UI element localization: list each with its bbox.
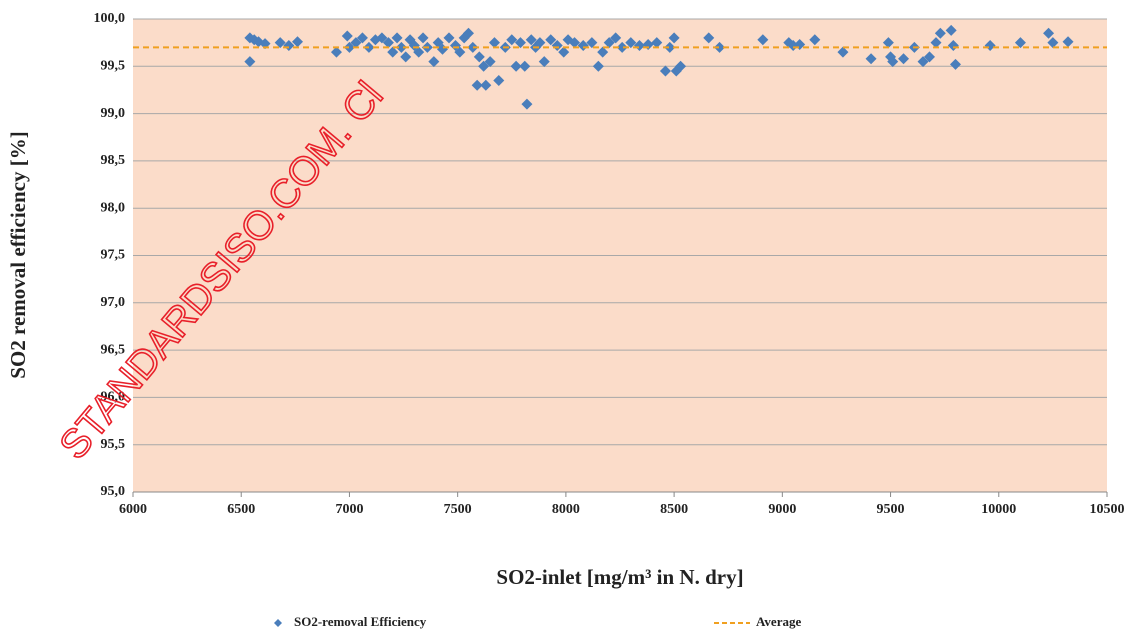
point xyxy=(519,60,531,72)
point xyxy=(473,51,485,63)
point xyxy=(616,41,628,53)
point xyxy=(488,37,500,49)
point xyxy=(924,51,936,63)
legend-label: SO2-removal Efficiency xyxy=(294,614,427,629)
point xyxy=(387,46,399,58)
point xyxy=(428,56,440,68)
point xyxy=(467,41,479,53)
y-tick-label: 96,5 xyxy=(101,342,126,357)
point xyxy=(917,56,929,68)
point xyxy=(837,46,849,58)
point xyxy=(668,32,680,44)
point xyxy=(538,56,550,68)
point xyxy=(625,37,637,49)
point xyxy=(545,34,557,46)
point xyxy=(244,56,256,68)
point xyxy=(930,37,942,49)
point xyxy=(454,46,466,58)
point xyxy=(521,98,533,110)
x-tick-label: 6000 xyxy=(119,502,147,517)
point xyxy=(610,32,622,44)
point xyxy=(714,41,726,53)
point xyxy=(330,46,342,58)
point xyxy=(484,56,496,68)
point xyxy=(341,30,353,42)
x-tick-label: 9000 xyxy=(768,502,796,517)
y-tick-label: 99,0 xyxy=(101,106,126,121)
point xyxy=(391,32,403,44)
point xyxy=(395,41,407,53)
y-tick-label: 100,0 xyxy=(94,11,126,26)
x-tick-label: 10000 xyxy=(981,502,1016,517)
point xyxy=(417,32,429,44)
x-tick-label: 8500 xyxy=(660,502,688,517)
y-axis-title: SO2 removal efficiency [%] xyxy=(6,131,30,378)
x-tick-label: 6500 xyxy=(227,502,255,517)
y-tick-label: 97,5 xyxy=(101,248,126,263)
point xyxy=(534,37,546,49)
point xyxy=(898,53,910,65)
point xyxy=(651,37,663,49)
point xyxy=(462,27,474,39)
x-tick-label: 8000 xyxy=(552,502,580,517)
point xyxy=(471,79,483,91)
y-tick-label: 98,5 xyxy=(101,153,126,168)
point xyxy=(569,37,581,49)
y-tick-label: 97,0 xyxy=(101,295,126,310)
point xyxy=(664,41,676,53)
point xyxy=(945,24,957,36)
point xyxy=(882,37,894,49)
point xyxy=(659,65,671,77)
point xyxy=(1062,36,1074,48)
point xyxy=(1043,27,1055,39)
point xyxy=(558,46,570,58)
point xyxy=(413,46,425,58)
point xyxy=(376,32,388,44)
point xyxy=(478,60,490,72)
point xyxy=(597,46,609,58)
point xyxy=(400,51,412,63)
point xyxy=(356,32,368,44)
point xyxy=(350,37,362,49)
x-axis-title: SO2-inlet [mg/m³ in N. dry] xyxy=(496,565,743,589)
point xyxy=(480,79,492,91)
y-tick-label: 95,5 xyxy=(101,437,126,452)
y-tick-label: 98,0 xyxy=(101,200,126,215)
point xyxy=(514,37,526,49)
point xyxy=(1014,37,1026,49)
point xyxy=(703,32,715,44)
legend-label: Average xyxy=(756,614,801,629)
x-tick-label: 7500 xyxy=(444,502,472,517)
legend-swatch xyxy=(274,619,282,627)
point xyxy=(493,74,505,86)
point xyxy=(525,34,537,46)
point xyxy=(603,37,615,49)
point xyxy=(1047,37,1059,49)
point xyxy=(291,36,303,48)
y-tick-label: 99,5 xyxy=(101,59,126,74)
x-tick-label: 7000 xyxy=(335,502,363,517)
point xyxy=(506,34,518,46)
point xyxy=(586,37,598,49)
point xyxy=(382,37,394,49)
point xyxy=(809,34,821,46)
x-tick-label: 10500 xyxy=(1090,502,1125,517)
y-tick-label: 95,0 xyxy=(101,484,126,499)
point xyxy=(887,56,899,68)
point xyxy=(934,27,946,39)
point xyxy=(510,60,522,72)
point xyxy=(757,34,769,46)
point xyxy=(865,53,877,65)
x-tick-label: 9500 xyxy=(877,502,905,517)
point xyxy=(949,58,961,70)
y-tick-label: 96,0 xyxy=(101,390,126,405)
point xyxy=(443,32,455,44)
point xyxy=(592,60,604,72)
point xyxy=(274,37,286,49)
point xyxy=(343,41,355,53)
point xyxy=(675,60,687,72)
point xyxy=(259,38,271,50)
